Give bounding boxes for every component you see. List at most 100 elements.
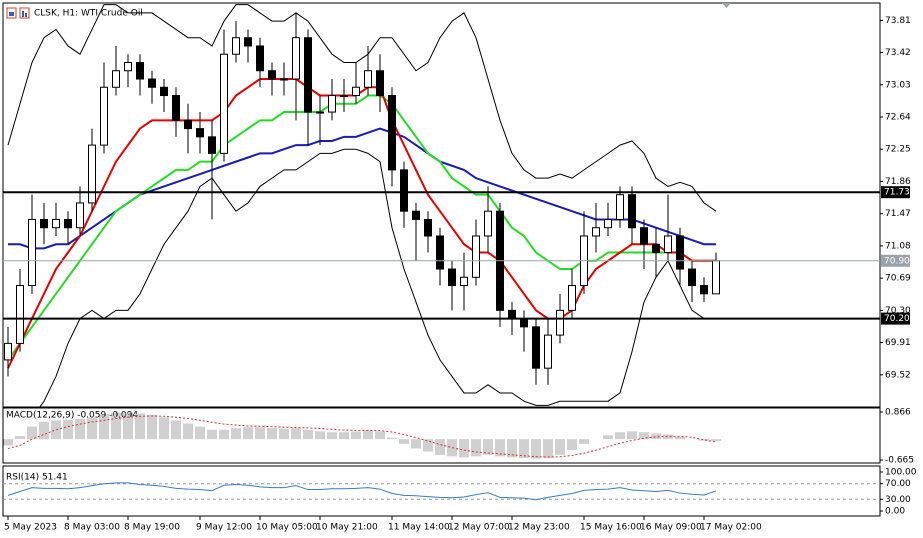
rsi-line bbox=[7, 482, 717, 501]
indicator-line bbox=[7, 94, 716, 361]
y-tick-label: 71.47 bbox=[885, 209, 911, 219]
chart-title: CLSK, H1: WTI Crude Oil bbox=[34, 9, 143, 19]
candle-body bbox=[292, 37, 300, 80]
candle-body bbox=[172, 95, 180, 121]
y-tick-label: 73.81 bbox=[885, 16, 911, 26]
macd-plot bbox=[3, 412, 721, 459]
y-tick-label: 73.03 bbox=[885, 80, 911, 90]
candle-body bbox=[76, 202, 84, 229]
y-tick-label: 70.69 bbox=[885, 274, 911, 284]
y-tick-label: 72.64 bbox=[885, 113, 911, 123]
candle-body bbox=[460, 276, 468, 287]
candle-body bbox=[220, 53, 228, 154]
candle-body bbox=[676, 235, 684, 270]
candle-body bbox=[52, 218, 60, 229]
x-tick-label: 9 May 12:00 bbox=[196, 523, 252, 533]
y-tick-label: 71.86 bbox=[885, 177, 911, 187]
rsi-panel bbox=[2, 465, 881, 517]
candle-body bbox=[352, 86, 360, 97]
price-label: 70.90 bbox=[884, 256, 910, 266]
candle-body bbox=[616, 194, 624, 220]
candle-body bbox=[412, 210, 420, 220]
candle-body bbox=[208, 136, 216, 154]
candle-body bbox=[508, 309, 516, 320]
x-tick-label: 11 May 14:00 bbox=[388, 523, 450, 533]
x-tick-label: 12 May 23:00 bbox=[508, 523, 570, 533]
y-tick-label: 69.52 bbox=[885, 370, 911, 380]
candle-body bbox=[280, 78, 288, 81]
y-tick-label: 72.25 bbox=[885, 145, 911, 155]
candle-body bbox=[640, 227, 648, 245]
candle-body bbox=[700, 285, 708, 295]
y-tick-label: 70.30 bbox=[885, 306, 911, 316]
x-tick-label: 17 May 02:00 bbox=[700, 523, 762, 533]
candle-body bbox=[436, 235, 444, 270]
rsi-title: RSI(14) 51.41 bbox=[6, 473, 68, 483]
candle-body bbox=[4, 342, 12, 361]
candle-body bbox=[448, 268, 456, 287]
price-plot bbox=[3, 4, 880, 407]
candle-body bbox=[388, 95, 396, 171]
y-tick-label: 30.00 bbox=[885, 495, 911, 505]
level-label: 70.20 bbox=[884, 314, 910, 324]
x-tick-label: 5 May 2023 bbox=[4, 523, 57, 533]
candle-body bbox=[316, 111, 324, 114]
level-label: 71.73 bbox=[884, 188, 910, 198]
y-tick-label: -0.665 bbox=[885, 455, 914, 465]
candle-body bbox=[568, 285, 576, 311]
candle-body bbox=[124, 61, 132, 72]
price-panel bbox=[2, 2, 881, 408]
y-tick-label: 70.00 bbox=[885, 479, 911, 489]
candle-body bbox=[88, 144, 96, 204]
candle-body bbox=[148, 78, 156, 88]
candle-body bbox=[160, 86, 168, 97]
y-tick-label: 100.00 bbox=[885, 468, 917, 478]
candle-body bbox=[472, 235, 480, 278]
candle-body bbox=[664, 235, 672, 254]
x-tick-label: 10 May 05:00 bbox=[256, 523, 318, 533]
candle-body bbox=[64, 218, 72, 229]
level-tag bbox=[881, 186, 910, 199]
candle-body bbox=[100, 86, 108, 146]
x-tick-label: 16 May 09:00 bbox=[640, 523, 702, 533]
candle-body bbox=[28, 218, 36, 287]
indicator-line bbox=[7, 78, 716, 369]
candle-body bbox=[304, 37, 312, 113]
candle-body bbox=[184, 119, 192, 130]
candle-body bbox=[256, 45, 264, 72]
candle-body bbox=[268, 70, 276, 80]
candle-body bbox=[376, 70, 384, 97]
candle-body bbox=[400, 169, 408, 212]
candle-body bbox=[232, 37, 240, 55]
candle-body bbox=[520, 318, 528, 328]
candle-body bbox=[340, 95, 348, 98]
y-tick-label: 0.866 bbox=[885, 408, 911, 418]
x-tick-label: 10 May 21:00 bbox=[316, 523, 378, 533]
x-tick-label: 15 May 16:00 bbox=[580, 523, 642, 533]
candle-body bbox=[196, 128, 204, 138]
axes: 73.81 73.42 73.03 72.64 72.25 71.86 71.47 71.08… bbox=[4, 16, 917, 533]
candle-body bbox=[16, 285, 24, 344]
candle-body bbox=[652, 243, 660, 254]
candle-body bbox=[484, 210, 492, 237]
candle-body bbox=[604, 218, 612, 229]
shift-marker bbox=[722, 3, 731, 8]
candle-body bbox=[136, 61, 144, 80]
y-tick-label: 71.08 bbox=[885, 241, 911, 251]
candle-body bbox=[688, 268, 696, 287]
y-tick-label: 73.42 bbox=[885, 48, 911, 58]
candle-body bbox=[424, 218, 432, 237]
candle-body bbox=[592, 227, 600, 237]
x-tick-label: 8 May 19:00 bbox=[124, 523, 180, 533]
candle-body bbox=[532, 326, 540, 369]
candle-body bbox=[112, 70, 120, 88]
candle-body bbox=[556, 309, 564, 336]
macd-title: MACD(12,26,9) -0.059 -0.094 bbox=[6, 411, 138, 421]
x-tick-label: 8 May 03:00 bbox=[64, 523, 120, 533]
y-tick-label: 0.00 bbox=[885, 507, 905, 517]
candle-body bbox=[544, 334, 552, 369]
candle-body bbox=[712, 260, 720, 295]
candle-body bbox=[328, 95, 336, 113]
y-tick-label: 69.91 bbox=[885, 338, 911, 348]
